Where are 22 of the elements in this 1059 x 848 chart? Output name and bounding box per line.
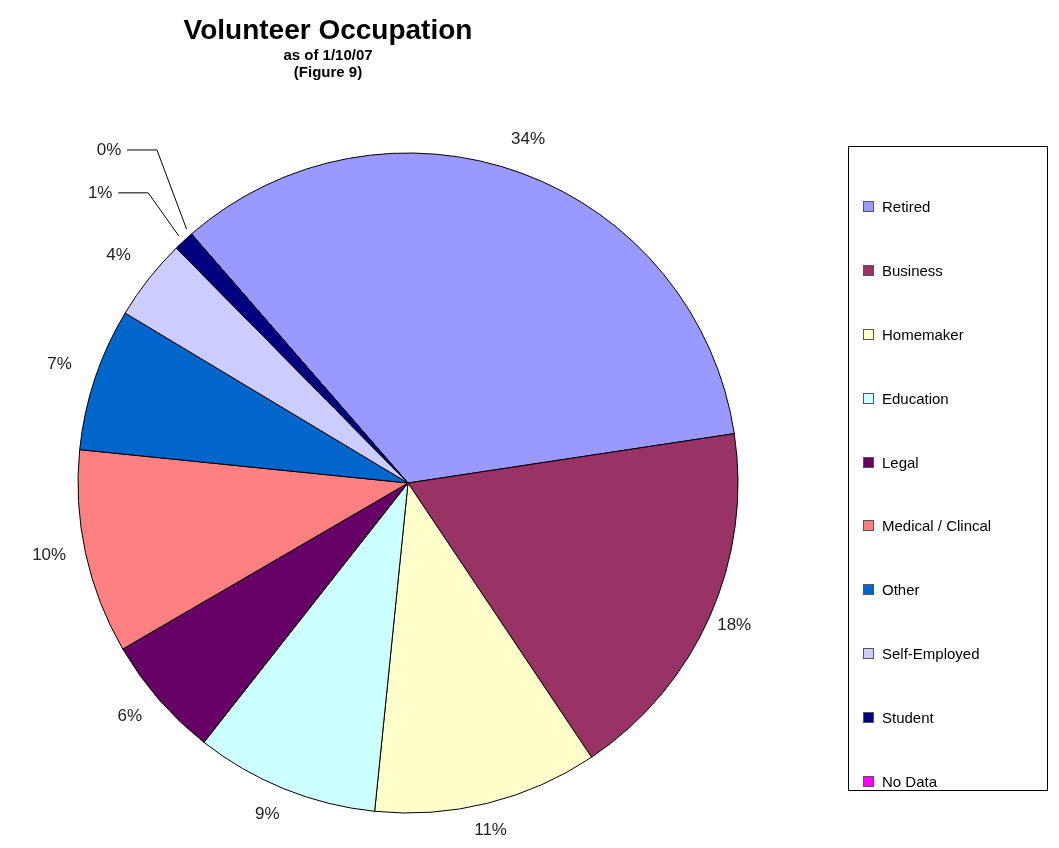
legend-label: Education (882, 389, 949, 407)
text: 0% (96, 140, 122, 160)
data-label: 7% (47, 354, 72, 374)
data-label: 18% (717, 614, 752, 634)
data-label: 4% (106, 244, 131, 264)
legend-label: Homemaker (882, 325, 964, 343)
data-label: 11% (474, 819, 507, 839)
legend-label: Student (882, 708, 934, 726)
data-label: 6% (117, 705, 143, 725)
legend-label: No Data (882, 772, 938, 790)
data-label: 34% (510, 128, 546, 148)
data-label: 9% (255, 804, 280, 824)
legend-label: Legal (882, 453, 919, 471)
legend-label: Medical / Clincal (882, 517, 992, 535)
legend-label: Business (882, 262, 943, 280)
chart-subtitle: as of 1/10/07 (Figure 9) (282, 46, 374, 80)
chart-title: Volunteer Occupation (182, 14, 474, 46)
legend-label: Self-Employed (882, 644, 980, 662)
data-label: 1% (87, 183, 113, 203)
legend-label: Other (882, 581, 920, 599)
legend-label: Retired (882, 198, 931, 216)
data-label: 10% (32, 545, 67, 564)
